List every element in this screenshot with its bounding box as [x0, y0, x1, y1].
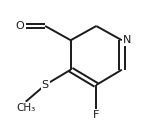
- Text: O: O: [16, 21, 24, 31]
- Text: N: N: [123, 35, 131, 45]
- Text: F: F: [93, 110, 100, 120]
- Text: CH₃: CH₃: [16, 103, 35, 113]
- Text: S: S: [42, 80, 49, 90]
